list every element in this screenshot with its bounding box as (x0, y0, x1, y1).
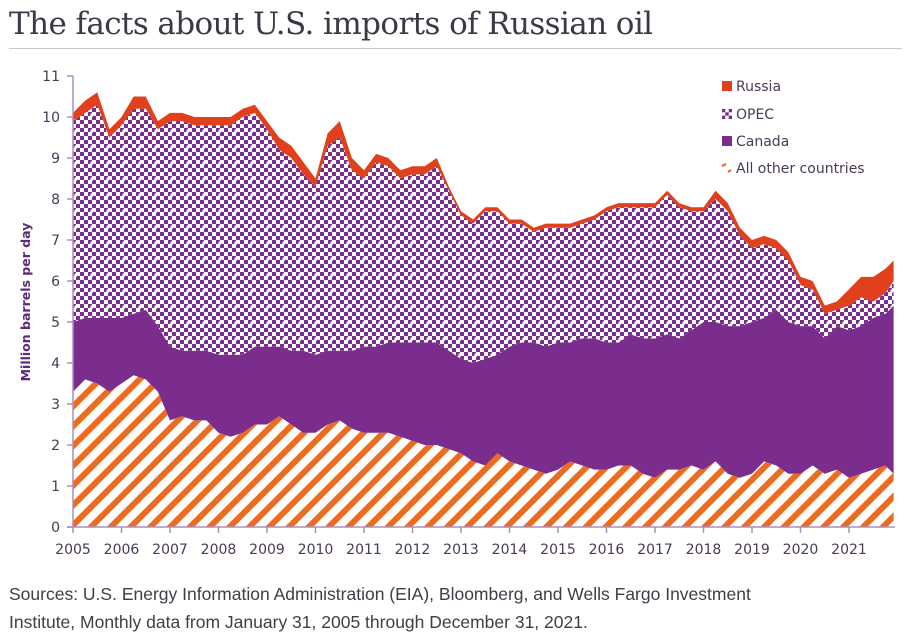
x-axis-ticks: 2005 2006 2007 2008 2009 2010 2011 2012 2013 2014… (55, 527, 867, 556)
y-tick-label: 7 (51, 233, 60, 249)
y-axis-ticks: 0 1 2 3 4 5 6 7 8 9 10 11 (42, 69, 73, 536)
y-tick-label: 11 (42, 69, 60, 85)
x-tick-label: 2008 (201, 542, 237, 556)
legend-swatch-russia (722, 81, 732, 91)
y-axis-title: Million barrels per day (18, 223, 33, 382)
legend-item-russia: Russia (722, 79, 781, 95)
y-tick-label: 4 (51, 356, 60, 372)
area-russia (73, 92, 894, 314)
y-tick-label: 3 (51, 397, 60, 413)
source-line-2: Institute, Monthly data from January 31,… (9, 612, 588, 632)
y-tick-label: 0 (51, 520, 60, 536)
legend: Russia OPEC Canada All other countries (721, 79, 865, 177)
source-line-1: Sources: U.S. Energy Information Adminis… (9, 584, 751, 604)
x-tick-label: 2012 (395, 542, 431, 556)
x-tick-label: 2016 (589, 542, 625, 556)
area-opec (73, 104, 894, 363)
x-tick-label: 2015 (540, 542, 576, 556)
x-tick-label: 2006 (104, 542, 140, 556)
area-all-other-countries (73, 375, 894, 527)
legend-label-other: All other countries (736, 161, 865, 177)
x-tick-label: 2011 (346, 542, 382, 556)
legend-item-opec: OPEC (722, 107, 774, 123)
source-note: Sources: U.S. Energy Information Adminis… (9, 580, 899, 636)
legend-label-opec: OPEC (736, 107, 774, 123)
x-tick-label: 2021 (831, 542, 867, 556)
legend-item-canada: Canada (722, 134, 789, 150)
y-tick-label: 10 (42, 110, 60, 126)
x-tick-label: 2014 (492, 542, 528, 556)
area-layer (73, 92, 894, 527)
x-tick-label: 2009 (249, 542, 285, 556)
y-tick-label: 2 (51, 438, 60, 454)
legend-label-canada: Canada (736, 134, 789, 150)
y-tick-label: 1 (51, 479, 60, 495)
x-tick-label: 2013 (443, 542, 479, 556)
y-tick-label: 6 (51, 274, 60, 290)
y-tick-label: 8 (51, 192, 60, 208)
legend-swatch-canada (722, 136, 732, 146)
x-tick-label: 2010 (298, 542, 334, 556)
legend-swatch-other (721, 163, 732, 173)
y-tick-label: 5 (51, 315, 60, 331)
x-tick-label: 2017 (637, 542, 673, 556)
x-tick-label: 2019 (734, 542, 770, 556)
legend-label-russia: Russia (736, 79, 781, 95)
title-divider (9, 48, 902, 49)
x-tick-label: 2020 (783, 542, 819, 556)
legend-item-other: All other countries (721, 161, 865, 177)
x-tick-label: 2007 (152, 542, 188, 556)
x-tick-label: 2005 (55, 542, 91, 556)
y-tick-label: 9 (51, 151, 60, 167)
legend-swatch-opec (722, 109, 732, 119)
x-tick-label: 2018 (686, 542, 722, 556)
area-canada (73, 305, 894, 478)
page-title: The facts about U.S. imports of Russian … (9, 6, 653, 42)
